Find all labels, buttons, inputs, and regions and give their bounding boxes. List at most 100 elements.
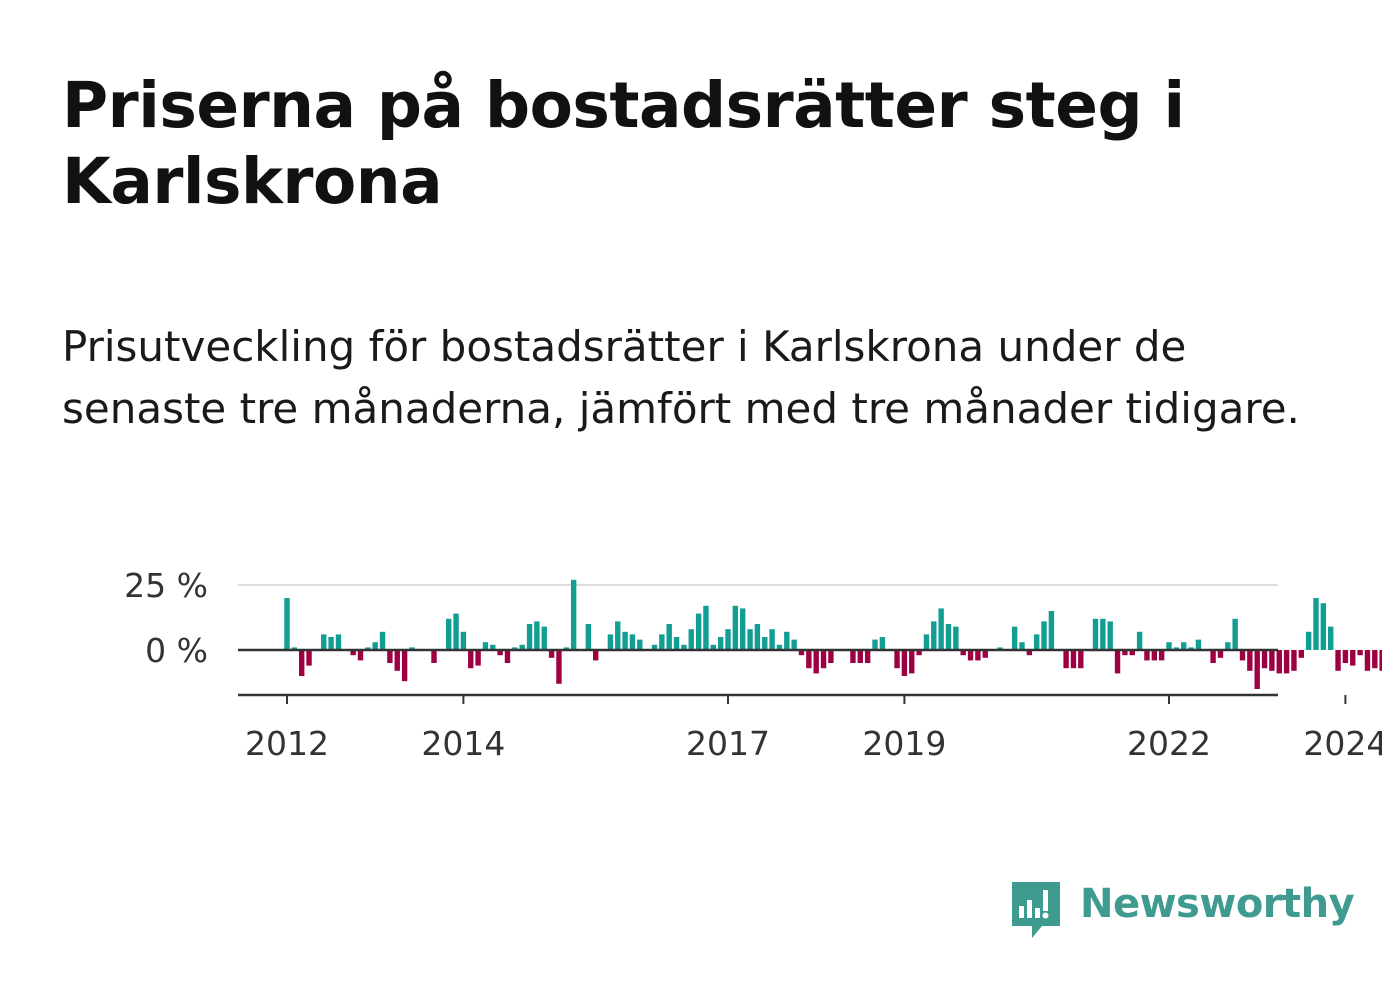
x-tick-label: 2024 bbox=[1303, 724, 1382, 763]
x-tick-label: 2017 bbox=[686, 724, 770, 763]
axis-layer: 0 %25 %2012201420172019202220249 % bbox=[124, 566, 1382, 763]
bar bbox=[629, 634, 636, 650]
bar bbox=[857, 650, 863, 663]
bar bbox=[1158, 650, 1165, 661]
bar bbox=[1276, 650, 1282, 674]
bar bbox=[953, 626, 959, 650]
bar bbox=[916, 650, 922, 656]
bar bbox=[607, 634, 614, 650]
bar bbox=[497, 650, 503, 656]
bar bbox=[1114, 650, 1121, 674]
bar bbox=[401, 650, 408, 682]
bar bbox=[651, 644, 658, 650]
bar bbox=[1335, 650, 1341, 671]
bar bbox=[1048, 611, 1055, 650]
bar-chart: 0 %25 %2012201420172019202220249 % bbox=[124, 566, 1382, 763]
bar bbox=[828, 650, 834, 663]
bar bbox=[1313, 598, 1319, 650]
bar bbox=[673, 637, 680, 650]
bar bbox=[1364, 650, 1371, 671]
bar bbox=[975, 650, 981, 661]
bars-layer bbox=[284, 579, 1382, 689]
bar bbox=[1372, 650, 1378, 669]
bar bbox=[1129, 650, 1135, 656]
x-tick-label: 2019 bbox=[862, 724, 946, 763]
bar bbox=[1247, 650, 1253, 671]
bar bbox=[490, 644, 496, 650]
bar bbox=[1328, 626, 1334, 650]
bar bbox=[541, 626, 547, 650]
bar bbox=[1107, 621, 1113, 650]
bar bbox=[637, 639, 643, 650]
bar bbox=[740, 608, 746, 650]
bar bbox=[1379, 650, 1382, 671]
bar bbox=[291, 647, 298, 650]
bar bbox=[1225, 642, 1231, 650]
bar bbox=[1269, 650, 1275, 671]
bar bbox=[365, 647, 371, 650]
bar bbox=[997, 647, 1003, 650]
bar bbox=[526, 624, 533, 650]
bar bbox=[1195, 639, 1202, 650]
bar bbox=[1305, 631, 1312, 650]
bar bbox=[872, 639, 878, 650]
bar bbox=[460, 631, 467, 650]
y-tick-label: 0 % bbox=[145, 631, 208, 670]
bar bbox=[387, 650, 393, 663]
bar bbox=[864, 650, 871, 663]
bar bbox=[519, 644, 525, 650]
bar bbox=[769, 629, 775, 650]
bar bbox=[1026, 650, 1033, 656]
bar bbox=[1291, 650, 1297, 671]
bar bbox=[284, 598, 290, 650]
bar bbox=[1100, 618, 1106, 650]
bar bbox=[482, 642, 489, 650]
bar bbox=[446, 618, 452, 650]
bar bbox=[776, 644, 783, 650]
y-tick-label: 25 % bbox=[124, 566, 208, 605]
bar bbox=[879, 637, 886, 650]
chart-title: Priserna på bostadsrätter steg i Karlskr… bbox=[62, 69, 1185, 218]
bar bbox=[791, 639, 797, 650]
bar bbox=[732, 605, 739, 650]
bar bbox=[1019, 642, 1025, 650]
bar bbox=[813, 650, 819, 674]
bar bbox=[534, 621, 540, 650]
bar bbox=[1041, 621, 1047, 650]
bar bbox=[666, 624, 672, 650]
bar bbox=[1011, 626, 1018, 650]
bar bbox=[784, 631, 790, 650]
bar bbox=[850, 650, 856, 663]
bar bbox=[299, 650, 305, 676]
bar bbox=[1283, 650, 1290, 674]
x-tick-label: 2012 bbox=[245, 724, 329, 763]
bar bbox=[615, 621, 621, 650]
bar bbox=[1342, 650, 1349, 663]
bar bbox=[1151, 650, 1157, 661]
bar bbox=[453, 613, 459, 650]
bar bbox=[350, 650, 356, 656]
bar bbox=[328, 637, 334, 650]
bar bbox=[394, 650, 400, 671]
bar bbox=[1181, 642, 1187, 650]
bar bbox=[725, 629, 731, 650]
bar bbox=[512, 647, 518, 650]
bar bbox=[1092, 618, 1099, 650]
bar bbox=[931, 621, 937, 650]
bar bbox=[798, 650, 805, 656]
bar bbox=[754, 624, 761, 650]
bar bbox=[593, 650, 599, 661]
bar bbox=[688, 629, 694, 650]
bar bbox=[710, 644, 716, 650]
bar bbox=[747, 629, 753, 650]
chart-subtitle: Prisutveckling för bostadsrätter i Karls… bbox=[62, 322, 1300, 433]
bar bbox=[1122, 650, 1128, 656]
bar bbox=[1239, 650, 1246, 661]
bar bbox=[923, 634, 930, 650]
bar bbox=[894, 650, 900, 669]
bar bbox=[357, 650, 364, 661]
bar bbox=[1357, 650, 1363, 656]
bar bbox=[1144, 650, 1150, 661]
bar bbox=[1217, 650, 1224, 658]
bar bbox=[321, 634, 327, 650]
